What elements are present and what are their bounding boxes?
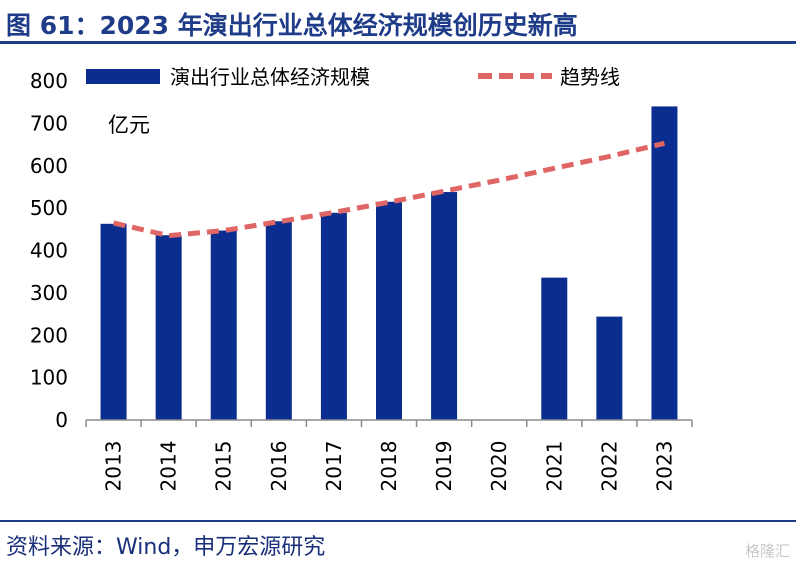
trend-line [112,140,666,239]
bar-2023 [651,106,678,421]
x-tick-label: 2020 [487,441,511,492]
bar-2015 [210,230,237,420]
x-tick-label: 2013 [102,441,126,492]
bar-2021 [541,277,568,420]
y-axis: 0 100 200 300 400 500 600 700 800 [30,69,68,432]
y-tick-label: 100 [30,366,68,390]
x-tick-label: 2019 [432,441,456,492]
bar-2018 [376,201,402,420]
y-tick-label: 0 [55,408,68,432]
x-axis: 2013 2014 2015 2016 2017 2018 2019 2020 2021 2022… [85,419,693,492]
x-tick-label: 2017 [322,441,346,492]
source-note: 资料来源：Wind，申万宏源研究 [6,535,326,560]
legend: 演出行业总体经济规模 趋势线 [86,65,620,89]
y-tick-label: 400 [30,239,68,263]
y-tick-label: 600 [30,154,68,178]
chart-canvas: 演出行业总体经济规模 趋势线 亿元 0 100 200 300 400 500 600 700… [30,65,693,492]
bar-2013 [100,223,127,420]
x-tick-label: 2014 [157,441,181,492]
trend-series [112,140,666,239]
legend-line-label: 趋势线 [560,65,620,89]
x-tick-label: 2023 [652,441,676,492]
x-tick-label: 2021 [542,441,566,492]
bar-2014 [155,235,182,420]
bar-series [100,106,678,421]
x-tick-label: 2015 [212,441,236,492]
bar-2019 [431,192,458,420]
y-tick-label: 700 [30,111,68,135]
y-tick-label: 800 [30,69,68,93]
x-tick-label: 2022 [597,441,621,492]
y-unit-label: 亿元 [108,113,150,137]
watermark: 格隆汇 [744,542,790,560]
footer-divider [0,520,796,522]
x-tick-label: 2018 [377,441,401,492]
bar-2016 [265,221,292,420]
y-tick-label: 300 [30,281,68,305]
bar-2022 [596,316,623,420]
bar-2017 [320,212,347,420]
y-tick-label: 200 [30,323,68,347]
chart-title: 图 61：2023 年演出行业总体经济规模创历史新高 [6,11,578,40]
y-tick-label: 500 [30,196,68,220]
title-divider [0,41,796,44]
x-tick-label: 2016 [267,441,291,492]
legend-bar-swatch [86,69,160,84]
legend-bar-label: 演出行业总体经济规模 [170,65,370,89]
